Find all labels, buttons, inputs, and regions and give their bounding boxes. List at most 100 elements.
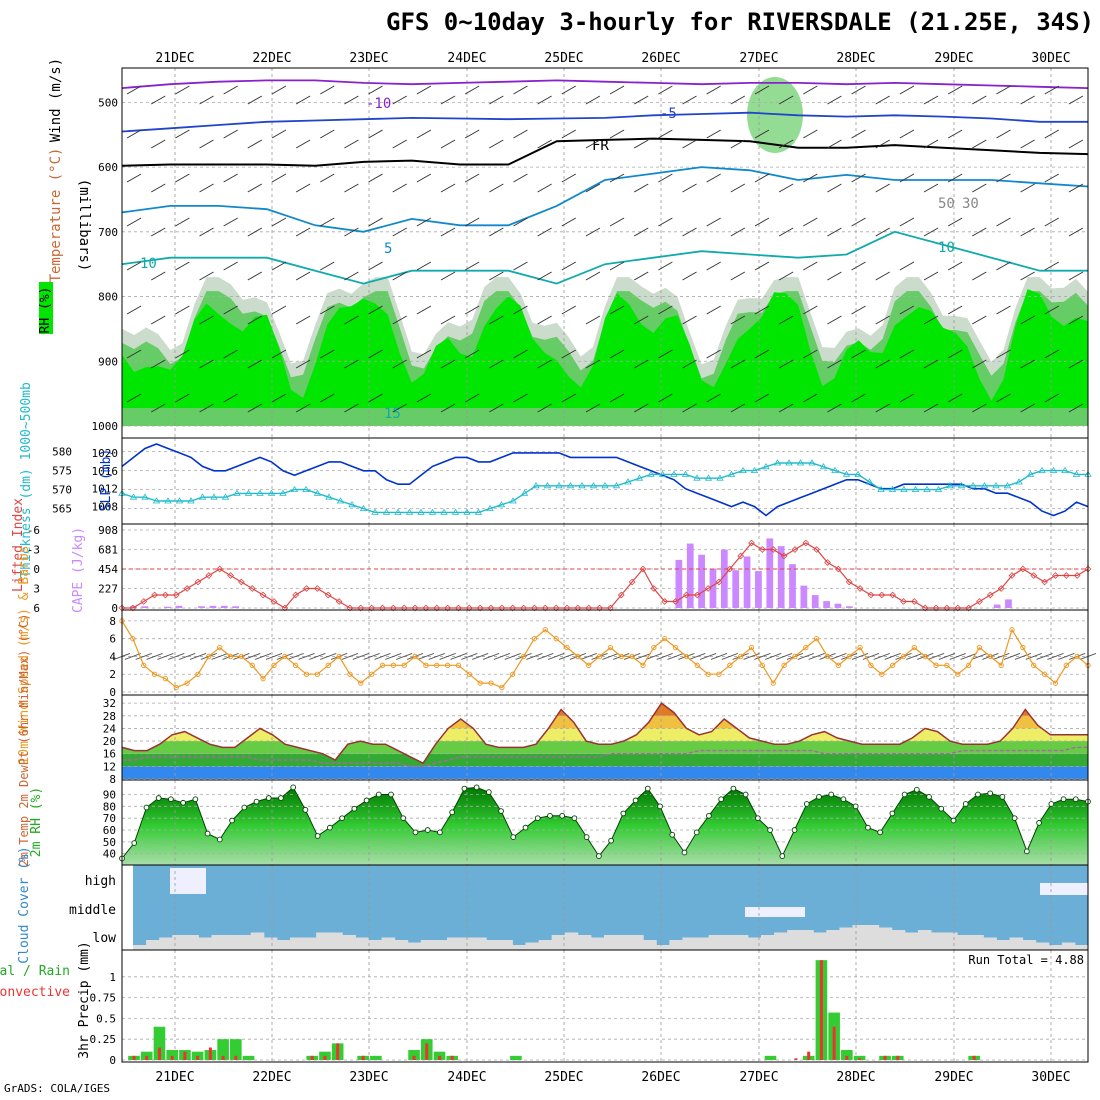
wind-speed-marker: [195, 671, 201, 677]
wind-speed-marker: [607, 644, 614, 651]
thickness-marker: [474, 508, 483, 515]
wind-barb: [464, 349, 480, 359]
temp-tick-label: 8: [109, 773, 116, 786]
precip-convective-bar: [883, 1055, 887, 1060]
precip-convective-bar: [819, 960, 823, 1060]
wind-barb: [1044, 85, 1060, 95]
wind-speed-marker: [965, 662, 972, 668]
wind-speed-marker: [716, 671, 722, 677]
wind-barb: [440, 271, 456, 281]
wind-barb: [633, 139, 649, 149]
pressure-tick-label: 800: [98, 291, 118, 304]
precip-convective-bar: [183, 1051, 187, 1060]
wind-barb: [585, 271, 601, 281]
wind-barb: [489, 271, 504, 281]
wind-barb: [320, 129, 335, 139]
lifted-index-marker: [281, 604, 289, 612]
wind-barb: [730, 403, 746, 413]
wind-barb: [851, 261, 866, 271]
thickness-marker: [739, 466, 747, 473]
wind-barb: [706, 173, 721, 183]
cloud-low-step: [747, 937, 762, 950]
thickness-marker: [290, 485, 299, 492]
lifted-index-marker: [965, 604, 973, 612]
wind-barb: [513, 349, 528, 359]
wind-barb: [295, 403, 311, 413]
thickness-marker: [405, 508, 414, 515]
cape-tick-label: 681: [98, 544, 118, 557]
isotherm-line: [121, 166, 1089, 233]
cloud-low-step: [172, 935, 186, 950]
wind-barb-10m: [211, 652, 228, 660]
lifted-index-marker: [693, 591, 701, 599]
wind-barb: [561, 393, 577, 403]
wind-speed-marker: [477, 680, 483, 686]
wind-barb: [464, 261, 480, 271]
wind-barb-10m: [645, 652, 663, 660]
thickness-tick-label: 570: [52, 484, 72, 497]
wind-barb: [126, 85, 142, 95]
thickness-marker: [497, 501, 506, 508]
wind-barb: [537, 139, 552, 149]
wind-barb: [803, 85, 818, 95]
wind-barb: [609, 261, 625, 271]
cape-bar: [175, 605, 183, 608]
thickness-marker: [566, 482, 575, 489]
lifted-tick-label: 3: [33, 583, 40, 596]
wind-barb-10m: [287, 652, 304, 660]
wind-barb-10m: [743, 652, 760, 660]
wind-speed-marker: [922, 653, 928, 660]
wind-speed-marker: [271, 662, 277, 668]
wind-barb: [175, 393, 190, 403]
precip-total-bar: [764, 1055, 777, 1060]
wind-barb-10m: [439, 652, 456, 660]
wind-barb: [368, 217, 383, 227]
rh-tick-label: 80: [103, 800, 116, 813]
wind-barb: [972, 403, 987, 413]
wind-barb: [223, 305, 238, 315]
wind-barb-10m: [157, 652, 174, 660]
wind-barb: [489, 403, 504, 413]
lifted-index-marker: [932, 604, 940, 612]
axis-label-convective: Convective: [0, 985, 70, 1000]
pressure-tick-label: 500: [98, 96, 118, 109]
bottom-date-label: 25DEC: [544, 1070, 583, 1085]
wind-barb: [320, 173, 335, 183]
thickness-marker: [957, 482, 966, 489]
rh-area: [122, 787, 1088, 865]
wind-barb: [513, 217, 528, 227]
slp-tick-label: 1008: [92, 501, 119, 514]
cloud-low-step: [198, 937, 212, 950]
wind-barb: [537, 359, 552, 369]
cape-tick-label: 454: [98, 563, 118, 576]
precip-total-bar: [166, 1050, 178, 1060]
cloud-low-step: [643, 940, 657, 950]
thickness-marker: [704, 474, 713, 481]
wind-barb: [947, 393, 963, 403]
precip-convective-bar: [807, 1051, 811, 1060]
lifted-index-marker: [834, 565, 842, 573]
thickness-marker: [635, 474, 644, 481]
wind-barb: [175, 349, 190, 359]
wind-barb: [271, 217, 287, 227]
wind-barb: [851, 393, 866, 403]
thickness-marker: [336, 497, 345, 504]
axis-label-wind: Wind (m/s): [48, 58, 64, 142]
wind-barb: [778, 227, 794, 237]
wind-speed-marker: [184, 680, 190, 686]
wind-barb: [585, 359, 601, 369]
wind-barb: [223, 393, 238, 403]
wind-barb: [1020, 315, 1035, 325]
wind-barb: [489, 315, 504, 325]
wind-barb: [199, 95, 214, 105]
lifted-index-marker: [205, 572, 213, 579]
wind-barb: [416, 393, 432, 403]
temp-tick-label: 20: [103, 735, 116, 748]
lifted-index-marker: [856, 585, 864, 592]
wind-barb-10m: [320, 652, 337, 660]
bottom-date-label: 28DEC: [836, 1070, 875, 1085]
wind-barb: [851, 349, 866, 359]
wind-barb: [923, 139, 939, 149]
precip-convective-bar: [896, 1055, 900, 1060]
wind-barb: [150, 403, 166, 413]
